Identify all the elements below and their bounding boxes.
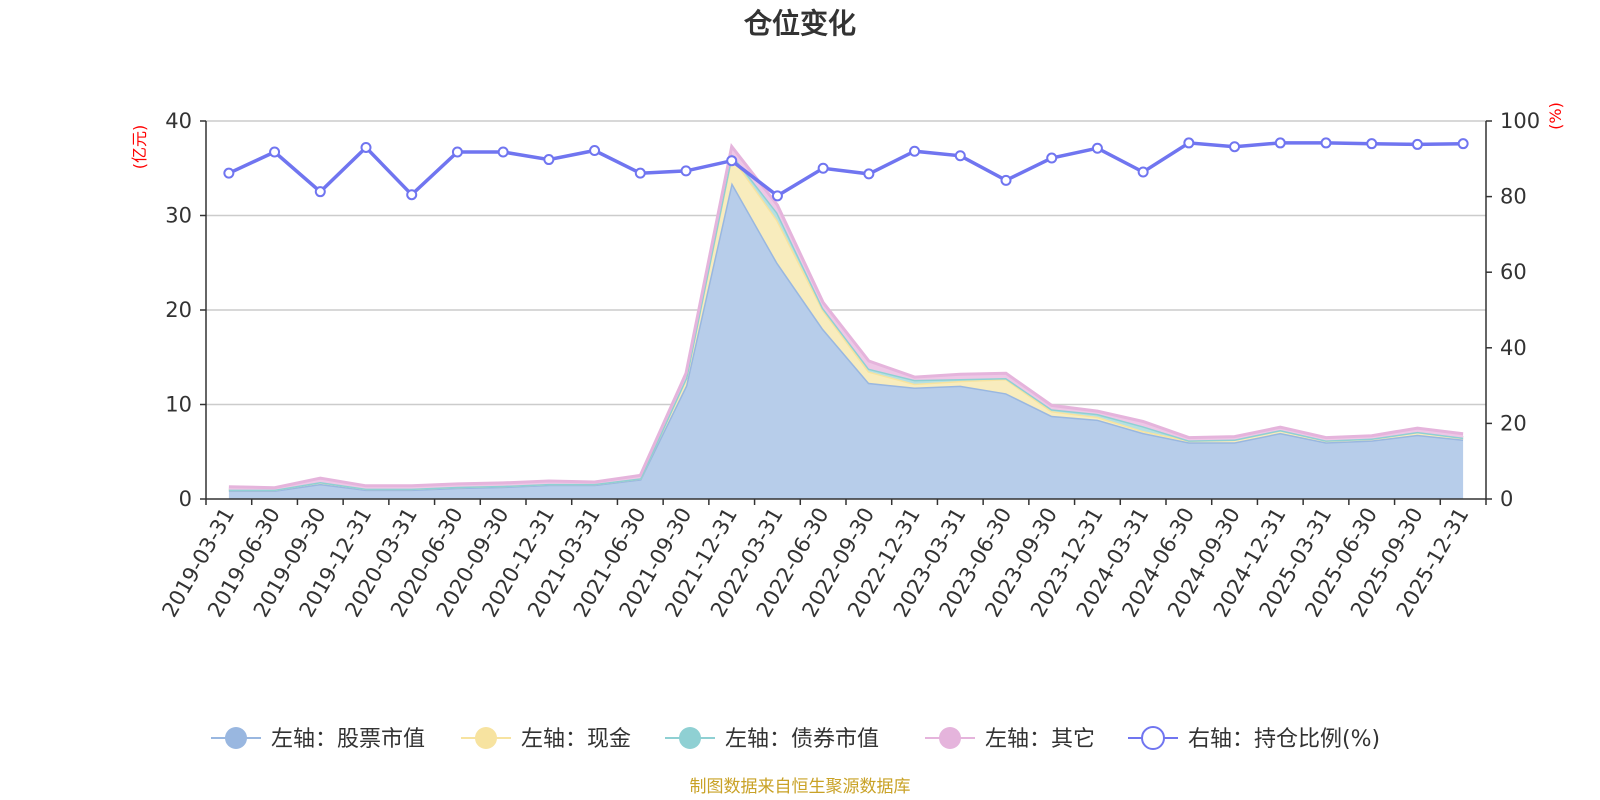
axes: 0 10 20 30 40 0 20 40 60 80 100	[165, 109, 1540, 511]
left-tick-label: 40	[165, 109, 192, 133]
ratio-point[interactable]	[1411, 138, 1423, 150]
ratio-point[interactable]	[1091, 142, 1103, 154]
left-tick-label: 20	[165, 298, 192, 322]
legend-item[interactable]: 左轴：现金	[461, 727, 631, 752]
ratio-point[interactable]	[543, 154, 555, 166]
legend-label: 右轴：持仓比例(%)	[1188, 727, 1380, 752]
ratio-point[interactable]	[451, 146, 463, 158]
right-tick-label: 0	[1500, 487, 1513, 511]
ratio-point[interactable]	[497, 146, 509, 158]
right-tick-label: 20	[1500, 411, 1527, 435]
area-左轴：股票市值	[228, 182, 1464, 499]
left-tick-label: 10	[165, 393, 192, 417]
legend[interactable]: 左轴：股票市值 左轴：现金 左轴：债券市值 左轴：其它 右轴：持仓比例(%)	[211, 726, 1380, 752]
legend-item[interactable]: 右轴：持仓比例(%)	[1128, 726, 1380, 752]
ratio-point[interactable]	[314, 186, 326, 198]
stacked-areas	[228, 143, 1464, 499]
ratio-line-path	[228, 141, 1464, 198]
ratio-point[interactable]	[954, 150, 966, 162]
ratio-point[interactable]	[1366, 138, 1378, 150]
ratio-point[interactable]	[1320, 137, 1332, 149]
ratio-point[interactable]	[726, 155, 738, 167]
ratio-point[interactable]	[223, 167, 235, 179]
left-tick-label: 0	[179, 487, 192, 511]
ratio-point[interactable]	[1137, 166, 1149, 178]
legend-marker	[939, 727, 961, 749]
legend-label: 左轴：债券市值	[725, 727, 879, 752]
legend-marker	[475, 727, 497, 749]
x-tick-labels: 2019-03-312019-06-302019-09-302019-12-31…	[157, 504, 1473, 622]
left-tick-label: 30	[165, 204, 192, 228]
legend-label: 左轴：其它	[985, 727, 1095, 752]
legend-label: 左轴：股票市值	[271, 727, 425, 752]
ratio-point[interactable]	[1183, 137, 1195, 149]
ratio-point[interactable]	[909, 145, 921, 157]
legend-marker	[1141, 726, 1165, 750]
legend-item[interactable]: 左轴：其它	[925, 727, 1095, 752]
chart-title: 仓位变化	[744, 7, 856, 40]
ratio-point[interactable]	[634, 167, 646, 179]
ratio-point[interactable]	[269, 146, 281, 158]
ratio-point[interactable]	[406, 189, 418, 201]
legend-marker	[225, 727, 247, 749]
right-tick-label: 100	[1500, 109, 1540, 133]
ratio-point[interactable]	[589, 144, 601, 156]
ratio-point[interactable]	[1046, 152, 1058, 164]
ratio-point[interactable]	[1457, 138, 1469, 150]
area-edge-左轴：其它	[228, 143, 1464, 490]
holding-ratio-line	[223, 137, 1469, 202]
ratio-point[interactable]	[360, 141, 372, 153]
legend-item[interactable]: 左轴：债券市值	[665, 727, 879, 752]
ratio-point[interactable]	[680, 165, 692, 177]
right-tick-label: 40	[1500, 336, 1527, 360]
ratio-point[interactable]	[771, 190, 783, 202]
legend-marker	[679, 727, 701, 749]
ratio-point[interactable]	[1000, 174, 1012, 186]
ratio-point[interactable]	[1229, 141, 1241, 153]
right-axis-unit: (%)	[1546, 102, 1565, 130]
legend-item[interactable]: 左轴：股票市值	[211, 727, 425, 752]
right-tick-label: 60	[1500, 260, 1527, 284]
left-axis-unit: (亿元)	[130, 125, 149, 170]
source-note: 制图数据来自恒生聚源数据库	[690, 777, 911, 797]
ratio-point[interactable]	[817, 162, 829, 174]
ratio-point[interactable]	[1274, 137, 1286, 149]
legend-label: 左轴：现金	[521, 727, 631, 752]
right-tick-label: 80	[1500, 185, 1527, 209]
ratio-point[interactable]	[863, 168, 875, 180]
